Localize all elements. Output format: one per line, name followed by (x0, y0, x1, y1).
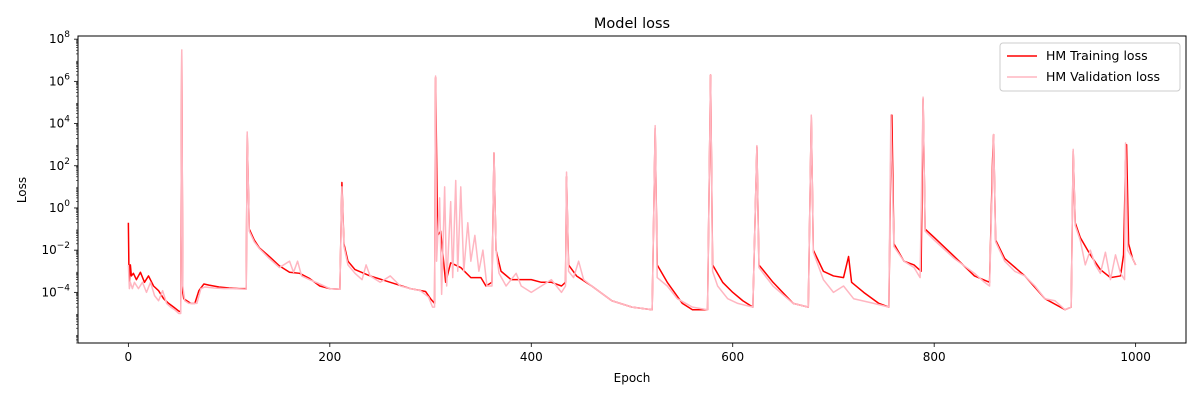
x-tick-label: 200 (318, 350, 341, 364)
y-axis-ticks: 10−4 10−2 100 102 104 106 108 (41, 30, 78, 344)
y-axis-title: Loss (15, 177, 29, 203)
chart-title: Model loss (594, 16, 670, 32)
plot-frame (77, 35, 1187, 344)
legend-box (999, 42, 1181, 92)
x-tick-label: 800 (923, 350, 946, 364)
legend-label-validation: HM Validation loss (1046, 69, 1160, 84)
x-tick-label: 0 (125, 350, 133, 364)
x-axis-ticks: 0 200 400 600 800 1000 (125, 343, 1151, 364)
series-line-training (127, 49, 1137, 313)
y-tick-label: 10−4 (41, 283, 70, 299)
x-axis-title: Epoch (614, 371, 651, 385)
x-tick-label: 400 (520, 350, 543, 364)
y-tick-label: 10−2 (41, 241, 70, 257)
y-tick-label: 106 (49, 72, 70, 88)
legend: HM Training loss HM Validation loss (999, 42, 1181, 92)
series-line-validation (127, 49, 1137, 315)
y-tick-label: 104 (49, 115, 70, 131)
legend-label-training: HM Training loss (1046, 48, 1148, 63)
y-tick-label: 102 (49, 157, 70, 173)
series-lines (127, 49, 1137, 315)
y-tick-label: 100 (49, 199, 70, 215)
x-tick-label: 600 (721, 350, 744, 364)
x-tick-label: 1000 (1120, 350, 1151, 364)
y-tick-label: 108 (49, 30, 70, 46)
